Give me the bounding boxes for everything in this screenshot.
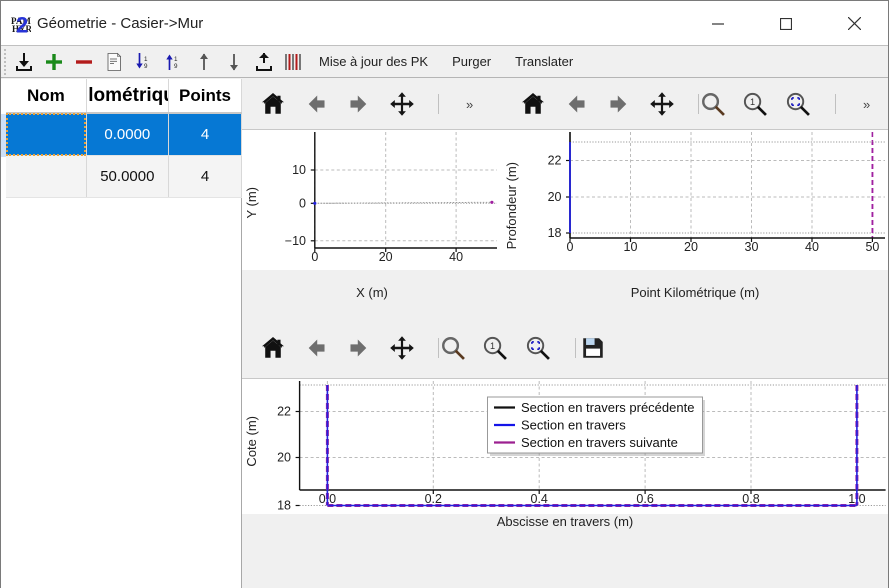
svg-text:9: 9 <box>174 63 178 70</box>
svg-text:0: 0 <box>567 240 574 254</box>
svg-text:Section en travers: Section en travers <box>521 418 626 433</box>
svg-text:20: 20 <box>684 240 698 254</box>
svg-text:10: 10 <box>292 163 306 177</box>
svg-text:40: 40 <box>805 240 819 254</box>
svg-text:50: 50 <box>865 240 879 254</box>
svg-text:18: 18 <box>548 226 562 240</box>
svg-text:22: 22 <box>277 405 291 419</box>
svg-text:18: 18 <box>277 499 291 513</box>
svg-text:20: 20 <box>379 250 393 264</box>
svg-text:1: 1 <box>144 56 148 63</box>
svg-text:0.2: 0.2 <box>425 492 442 506</box>
svg-text:20: 20 <box>548 190 562 204</box>
svg-text:40: 40 <box>449 250 463 264</box>
svg-text:30: 30 <box>745 240 759 254</box>
svg-text:0.6: 0.6 <box>636 492 653 506</box>
svg-text:1: 1 <box>174 56 178 63</box>
svg-text:0.4: 0.4 <box>531 492 548 506</box>
svg-text:0: 0 <box>299 196 306 210</box>
svg-text:0: 0 <box>311 250 318 264</box>
svg-text:10: 10 <box>624 240 638 254</box>
svg-text:9: 9 <box>144 63 148 70</box>
svg-text:−10: −10 <box>285 234 306 248</box>
svg-text:Section en travers suivante: Section en travers suivante <box>521 435 678 450</box>
svg-text:Section en travers précédente: Section en travers précédente <box>521 400 694 415</box>
svg-text:20: 20 <box>277 451 291 465</box>
svg-text:2: 2 <box>16 13 28 35</box>
svg-text:22: 22 <box>548 154 562 168</box>
svg-text:0.8: 0.8 <box>742 492 759 506</box>
